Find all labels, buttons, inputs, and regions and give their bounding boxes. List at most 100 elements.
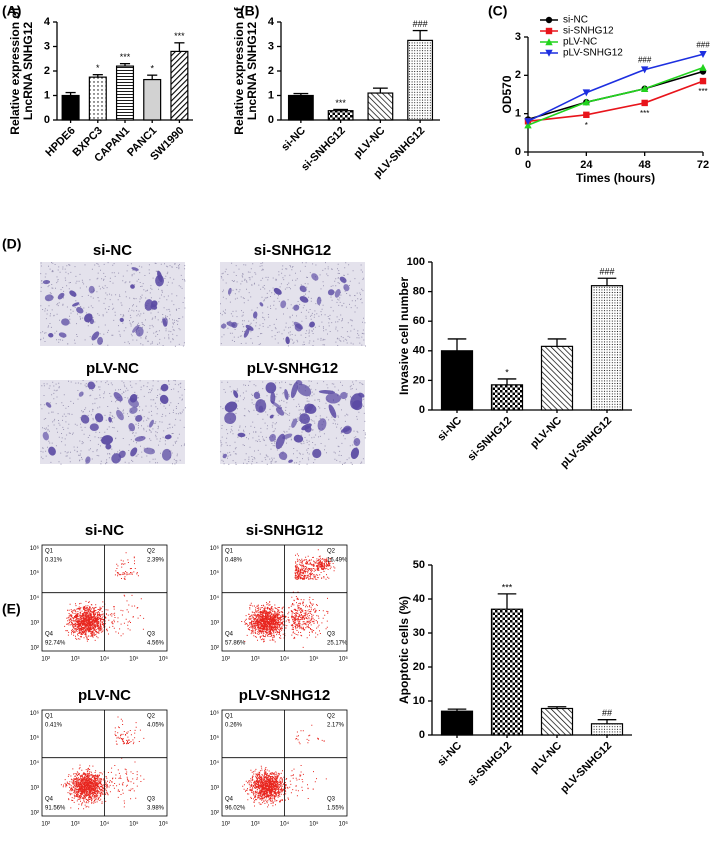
y-tick-label: 4 <box>44 16 51 28</box>
invaded-cell <box>135 415 143 422</box>
quadrant-value: 1.55% <box>327 806 345 812</box>
quadrant-value: 4.56% <box>147 641 165 647</box>
bar <box>540 707 574 736</box>
invaded-cell <box>160 383 169 392</box>
quadrant-name: Q3 <box>327 797 336 803</box>
invaded-cell <box>57 292 65 300</box>
invaded-cell <box>258 405 264 413</box>
invaded-cell <box>269 414 274 419</box>
invaded-cell <box>269 433 276 442</box>
y-tick-label: 1 <box>268 89 274 101</box>
invaded-cell <box>285 336 290 345</box>
invaded-cell <box>294 323 303 332</box>
data-point <box>583 111 590 119</box>
flow-x-tick-label: 10² <box>41 657 50 663</box>
y-axis-label: Relative expression of <box>8 6 22 134</box>
flow-x-tick-label: 10⁵ <box>129 656 139 663</box>
invaded-cell <box>220 323 227 329</box>
x-tick-label: si-NC <box>435 415 464 444</box>
invaded-cell <box>340 391 348 400</box>
bar <box>540 345 574 411</box>
invaded-cell <box>135 326 144 337</box>
bar <box>327 110 354 121</box>
y-tick-label: 1 <box>44 89 50 101</box>
flow-x-tick-label: 10³ <box>71 822 80 828</box>
invaded-cell <box>85 456 91 464</box>
bar <box>490 384 524 411</box>
legend-label: si-NC <box>563 15 588 26</box>
quadrant-name: Q2 <box>147 714 156 720</box>
invaded-cell <box>149 419 154 428</box>
invaded-cell <box>352 400 363 411</box>
invaded-cell <box>342 425 352 435</box>
bar <box>367 92 394 121</box>
bar <box>287 94 314 121</box>
invaded-cell <box>128 423 136 432</box>
flow-x-tick-label: 10⁵ <box>309 821 319 828</box>
x-tick-label: 48 <box>639 159 651 171</box>
invaded-cell <box>42 280 51 285</box>
quadrant-value: 92.74% <box>45 641 66 647</box>
y-tick-label: 2 <box>515 69 521 81</box>
series-line <box>527 80 704 123</box>
invaded-cell <box>312 448 322 459</box>
invaded-cell <box>317 418 327 431</box>
quadrant-name: Q1 <box>45 549 54 555</box>
invaded-cell <box>237 432 246 438</box>
legend-marker <box>545 38 553 46</box>
flow-y-tick-label: 10⁵ <box>210 570 220 577</box>
y-tick-label: 40 <box>413 593 425 605</box>
flow-events <box>241 549 336 648</box>
invaded-cell <box>339 276 347 283</box>
significance-label: * <box>150 64 154 74</box>
flow-y-tick-label: 10⁴ <box>210 760 220 767</box>
flow-x-tick-label: 10⁴ <box>100 821 110 828</box>
significance-label: *** <box>640 109 649 118</box>
invaded-cell <box>295 380 303 385</box>
quadrant-name: Q3 <box>147 632 156 638</box>
invaded-cell <box>265 382 277 394</box>
quadrant-name: Q3 <box>327 632 336 638</box>
series-line <box>527 66 704 126</box>
significance-label: ### <box>638 56 652 65</box>
flow-x-tick-label: 10⁴ <box>100 656 110 663</box>
legend-label: pLV-SNHG12 <box>563 48 623 59</box>
data-point <box>640 84 649 92</box>
flow-y-tick-label: 10³ <box>30 785 39 791</box>
quadrant-name: Q1 <box>225 714 234 720</box>
quadrant-value: 57.86% <box>225 641 246 647</box>
bar <box>115 65 135 121</box>
x-tick-label: 72 <box>697 159 709 171</box>
invaded-cell <box>164 434 172 440</box>
invaded-cell <box>227 287 232 295</box>
flow-y-tick-label: 10³ <box>210 620 219 626</box>
flow-x-tick-label: 10⁴ <box>280 821 290 828</box>
invaded-cell <box>270 400 283 410</box>
data-point <box>641 99 648 107</box>
bar <box>440 350 474 411</box>
invaded-cell <box>131 267 139 271</box>
significance-label: * <box>505 367 509 377</box>
invaded-cell <box>318 390 336 394</box>
invaded-cell <box>45 402 52 408</box>
invaded-cell <box>243 327 250 338</box>
invaded-cell <box>48 333 54 338</box>
invaded-cell <box>130 284 135 289</box>
flow-x-tick-label: 10³ <box>71 657 80 663</box>
flow-events <box>64 552 145 642</box>
flow-y-tick-label: 10² <box>30 810 39 816</box>
significance-label: * <box>96 63 100 73</box>
flow-y-tick-label: 10⁵ <box>30 735 40 742</box>
bar <box>590 723 624 736</box>
invaded-cell <box>44 294 54 302</box>
invaded-cell <box>259 302 264 307</box>
flow-y-tick-label: 10⁴ <box>30 595 40 602</box>
bar <box>490 608 524 736</box>
invaded-cell <box>130 447 138 457</box>
invaded-cell <box>291 418 298 428</box>
invaded-cell <box>290 381 298 399</box>
y-tick-label: 1 <box>515 108 521 120</box>
micrograph-title: si-SNHG12 <box>254 242 332 259</box>
invaded-cell <box>69 290 77 297</box>
